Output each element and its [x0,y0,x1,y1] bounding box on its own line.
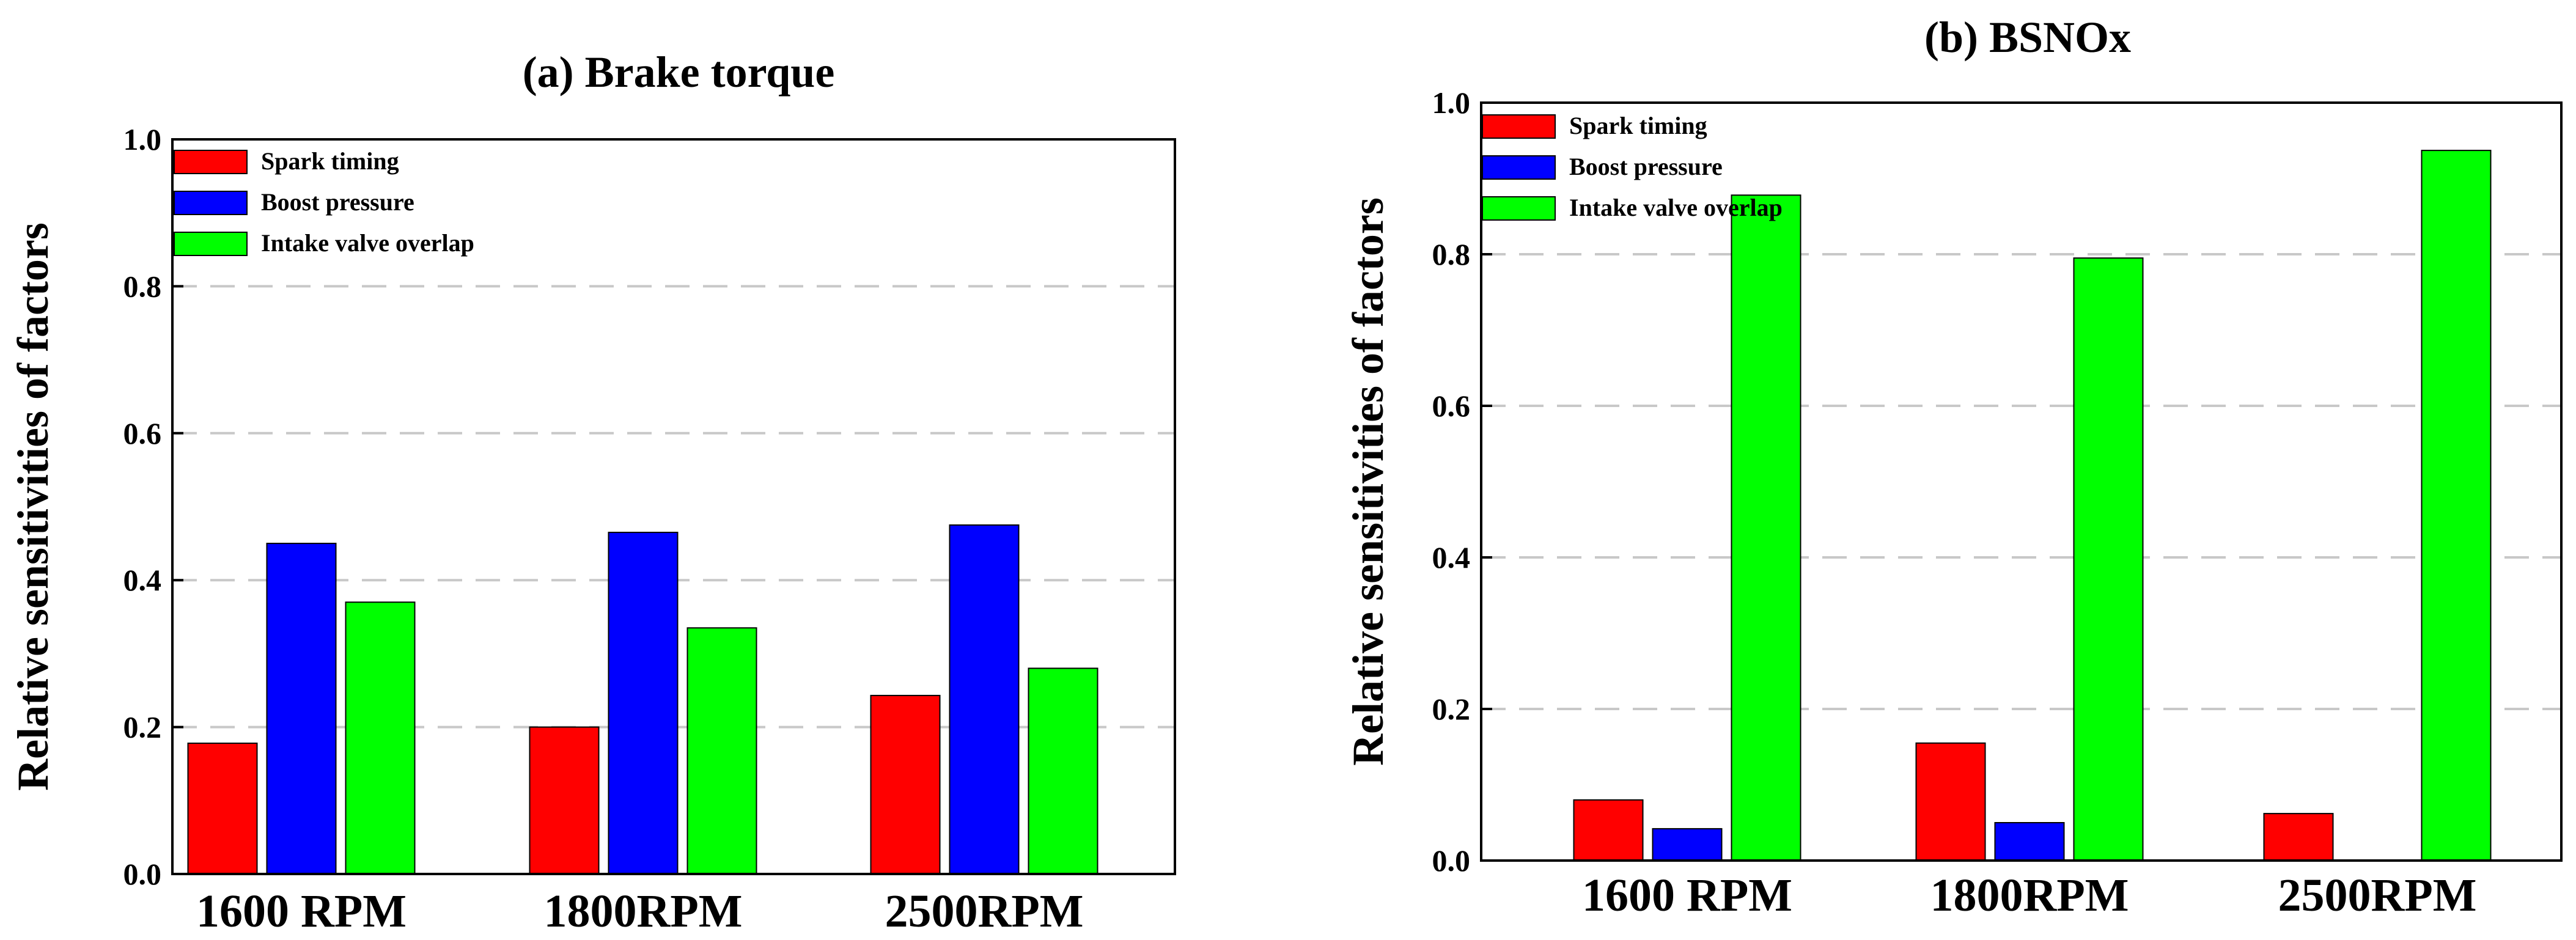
bar-spark-timing [1573,799,1644,862]
bar-intake-valve-overlap [2073,257,2144,861]
legend-label: Boost pressure [261,188,414,216]
chart-title: (b) BSNOx [1924,13,2131,62]
y-tick-label: 0.2 [123,710,162,744]
legend-swatch [1482,155,1556,180]
y-tick-label: 0.2 [1432,692,1471,726]
legend-swatch [1482,196,1556,221]
bar-boost-pressure [949,524,1020,875]
x-tick-label: 1800RPM [543,886,742,937]
legend-label: Spark timing [1569,112,1707,139]
y-tick-label: 1.0 [1432,86,1471,120]
bar-intake-valve-overlap [686,627,757,875]
bar-spark-timing [529,726,600,875]
chart-0: (a) Brake torque Relative sensitivities o… [9,48,1176,937]
bar-boost-pressure [608,532,679,875]
y-tick-label: 0.8 [1432,237,1471,271]
chart-title: (a) Brake torque [523,48,835,97]
bar-intake-valve-overlap [345,601,416,875]
bar-spark-timing [1915,742,1986,862]
plot-frame [1480,101,2563,862]
y-tick-label: 0.4 [123,563,162,597]
x-tick-label: 1800RPM [1930,870,2129,921]
legend-label: Spark timing [261,147,399,175]
y-axis-title: Relative sensitivities of factors [9,222,57,791]
y-tick-label: 0.6 [1432,389,1471,423]
legend-swatch [174,232,248,256]
y-tick-label: 1.0 [123,122,162,156]
bar-boost-pressure [1994,822,2065,861]
legend-swatch [174,191,248,215]
y-tick-label: 0.0 [1432,843,1471,878]
chart-1: (b) BSNOx Relative sensitivities of facto… [1344,13,2563,921]
bar-boost-pressure [1652,828,1723,862]
bar-intake-valve-overlap [1028,667,1098,875]
plot-frame [171,138,1176,875]
bar-intake-valve-overlap [1731,194,1801,861]
legend-swatch [1482,114,1556,139]
x-tick-label: 2500RPM [2278,870,2476,921]
legend-label: Boost pressure [1569,153,1723,180]
legend-label: Intake valve overlap [1569,194,1783,221]
bar-spark-timing [870,694,941,875]
bar-intake-valve-overlap [2421,150,2492,861]
y-tick-label: 0.4 [1432,540,1471,575]
x-tick-label: 1600 RPM [196,886,407,937]
y-tick-label: 0.0 [123,857,162,891]
bar-spark-timing [187,743,258,875]
y-tick-label: 0.6 [123,416,162,450]
legend-label: Intake valve overlap [261,229,474,257]
x-tick-label: 1600 RPM [1582,870,1792,921]
y-axis-title: Relative sensitivities of factors [1344,197,1393,766]
legend-swatch [174,150,248,174]
bar-spark-timing [2263,813,2334,861]
x-tick-label: 2500RPM [885,886,1083,937]
bar-boost-pressure [266,543,337,875]
y-tick-label: 0.8 [123,269,162,303]
